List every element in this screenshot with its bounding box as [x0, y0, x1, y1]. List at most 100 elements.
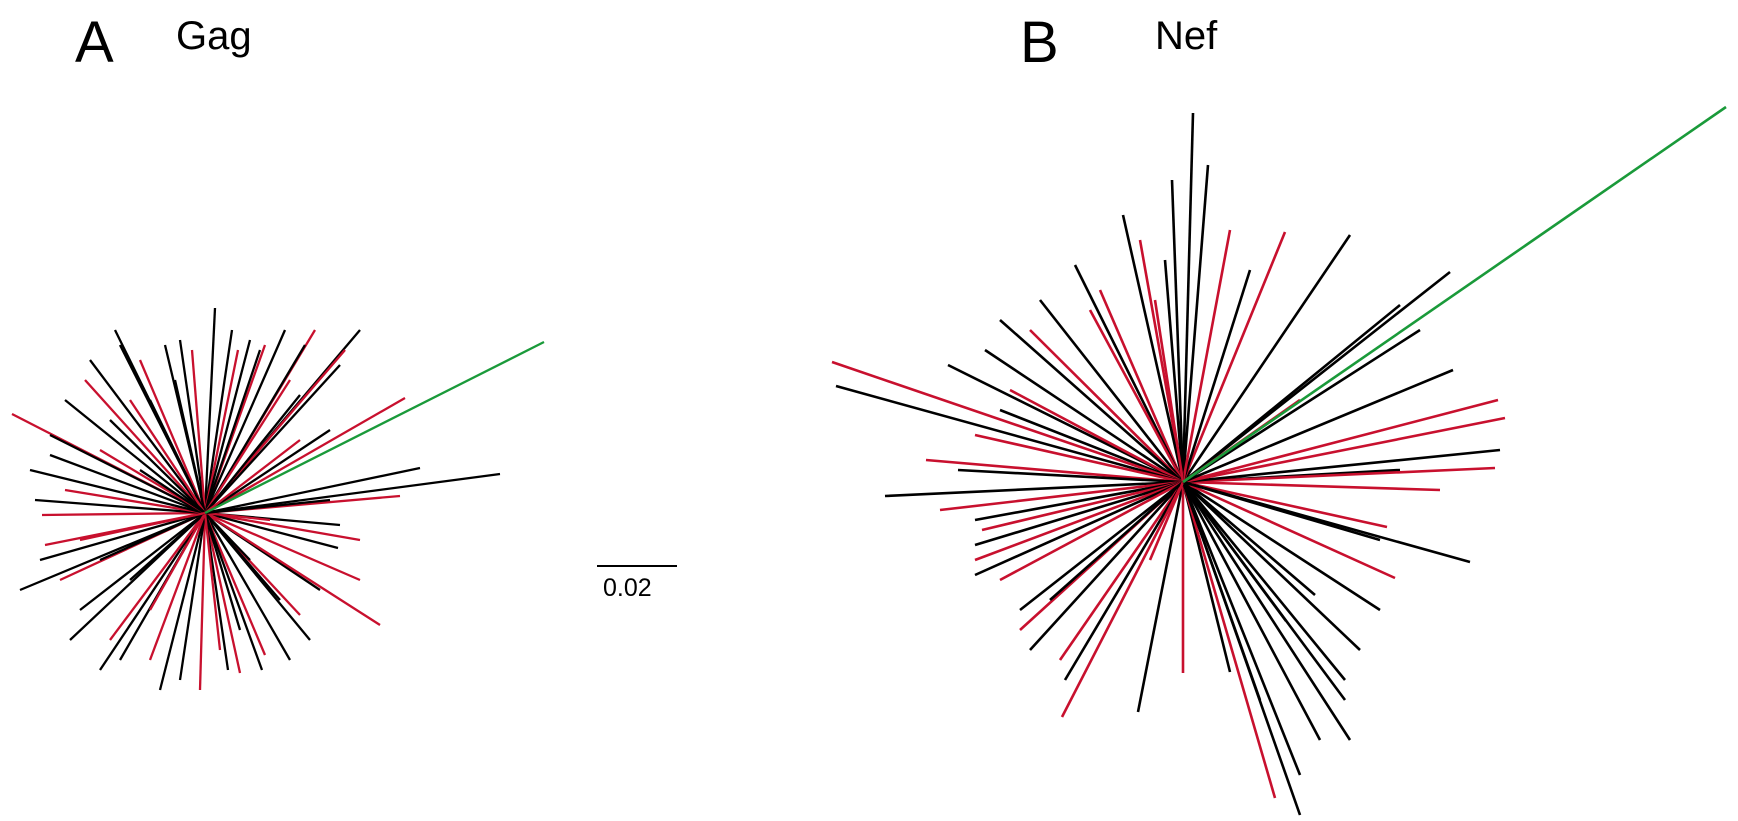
nef-branch-1: [1181, 112, 1195, 483]
gag-branch-43: [34, 498, 206, 515]
nef-branch-71: [1182, 480, 1381, 542]
gag-branch-54: [138, 359, 207, 514]
nef-branch-56: [1182, 398, 1499, 484]
gag-branch-3: [203, 349, 240, 514]
gag-branch-64: [203, 349, 262, 514]
nef-branch-25: [974, 480, 1184, 547]
gag-branch-61: [109, 419, 206, 514]
nef-branch-40: [1181, 481, 1302, 816]
nef-branch-43: [1181, 481, 1352, 741]
nef-branch-35: [1136, 481, 1185, 713]
nef-branch-21: [957, 468, 1184, 484]
nef-branch-45: [1181, 481, 1347, 681]
gag-branch-76: [79, 511, 206, 542]
gag-branch-71: [203, 512, 242, 631]
nef-branch-24: [981, 480, 1184, 532]
gag-branch-26: [203, 512, 264, 671]
nef-branch-27: [974, 480, 1184, 577]
gag-branch-37: [79, 512, 206, 611]
gag-branch-25: [203, 512, 267, 656]
gag-branch-51: [89, 359, 206, 514]
nef-branch-3: [1170, 179, 1185, 483]
nef-branch-31: [1029, 481, 1184, 651]
gag-branch-13: [204, 466, 421, 515]
nef-branch-64: [1181, 229, 1232, 483]
gag-branch-31: [158, 512, 207, 691]
nef-branch-7: [1073, 264, 1185, 483]
gag-branch-2: [203, 329, 234, 514]
gag-branch-40: [39, 511, 206, 562]
nef-branch-20: [884, 480, 1184, 498]
gag-branch-24: [204, 512, 291, 661]
nef-branch-55: [1182, 416, 1506, 484]
nef-branch-17: [835, 384, 1184, 484]
nef-branch-29: [1019, 480, 1184, 612]
nef-branch-23: [974, 480, 1184, 522]
nef-branch-26: [974, 480, 1184, 562]
panel-a-gene-label: Gag: [176, 14, 252, 58]
gag-branch-32: [148, 512, 207, 661]
gag-branch-58: [148, 399, 207, 514]
gag-branch-77: [204, 511, 271, 522]
gag-branch-74: [148, 512, 207, 611]
nef-branch-2: [1181, 164, 1210, 483]
gag-branch-18: [204, 511, 339, 550]
gag-branch-49: [64, 399, 206, 514]
gag-branch-67: [204, 429, 331, 514]
gag-branch-27: [203, 512, 242, 674]
gag-branch-30: [178, 512, 207, 681]
nef-branch-61: [1181, 234, 1352, 483]
gag-branch-56: [178, 339, 207, 514]
nef-branch-59: [1182, 328, 1421, 484]
nef-branch-60: [1182, 270, 1451, 484]
nef-branch-14: [1009, 388, 1184, 484]
nef-branch-5: [1121, 214, 1185, 483]
gag-branch-11: [204, 364, 341, 514]
nef-branch-16: [831, 360, 1184, 484]
nef-branch-65: [1163, 259, 1185, 483]
gag-branch-1: [203, 307, 217, 514]
nef-branch-11: [999, 319, 1184, 483]
gag-branch-75: [99, 511, 206, 562]
gag-branch-46: [49, 453, 206, 515]
nef-branch-66: [1153, 299, 1185, 483]
panel-a-letter: A: [75, 10, 114, 75]
gag-branch-45: [29, 468, 206, 515]
nef-branch-53: [1182, 466, 1496, 484]
gag-branch-68: [204, 439, 301, 514]
nef-branch-68: [1181, 481, 1288, 622]
gag-branch-63: [139, 469, 206, 514]
gag-branch-48: [49, 433, 206, 515]
panel-b-gene-label: Nef: [1155, 14, 1218, 58]
gag-branch-72: [203, 512, 222, 651]
nef-branch-48: [1182, 480, 1396, 580]
nef-branch-63: [1181, 269, 1252, 483]
nef-branch-57: [1182, 368, 1454, 484]
nef-branch-70: [1148, 481, 1185, 561]
nef-branch-49: [1182, 480, 1388, 529]
gag-branch-65: [204, 379, 291, 514]
gag-branch-73: [129, 512, 206, 581]
scale-bar-label: 0.02: [603, 574, 652, 602]
gag-branch-60: [129, 399, 206, 514]
nef-branch-18: [974, 433, 1184, 484]
nef-branch-19: [925, 458, 1184, 484]
gag-branch-21: [204, 512, 381, 626]
gag-branch-14: [204, 472, 501, 515]
nef-branch-69: [1049, 481, 1184, 601]
nef-branch-9: [1038, 299, 1185, 483]
gag-branch-42: [41, 511, 206, 517]
gag-branch-17: [204, 511, 361, 542]
gag-branch-35: [109, 512, 206, 641]
nef-branch-22: [939, 480, 1184, 512]
nef-branch-51: [1182, 480, 1441, 492]
nef-branch-67: [1182, 481, 1316, 596]
nef-branch-green: [1182, 105, 1727, 484]
gag-branch-green: [204, 340, 545, 515]
nef-branch-37: [1181, 481, 1232, 673]
nef-branch-15: [999, 408, 1184, 484]
nef-branch-39: [1181, 481, 1277, 799]
nef-branch-54: [1182, 448, 1501, 484]
